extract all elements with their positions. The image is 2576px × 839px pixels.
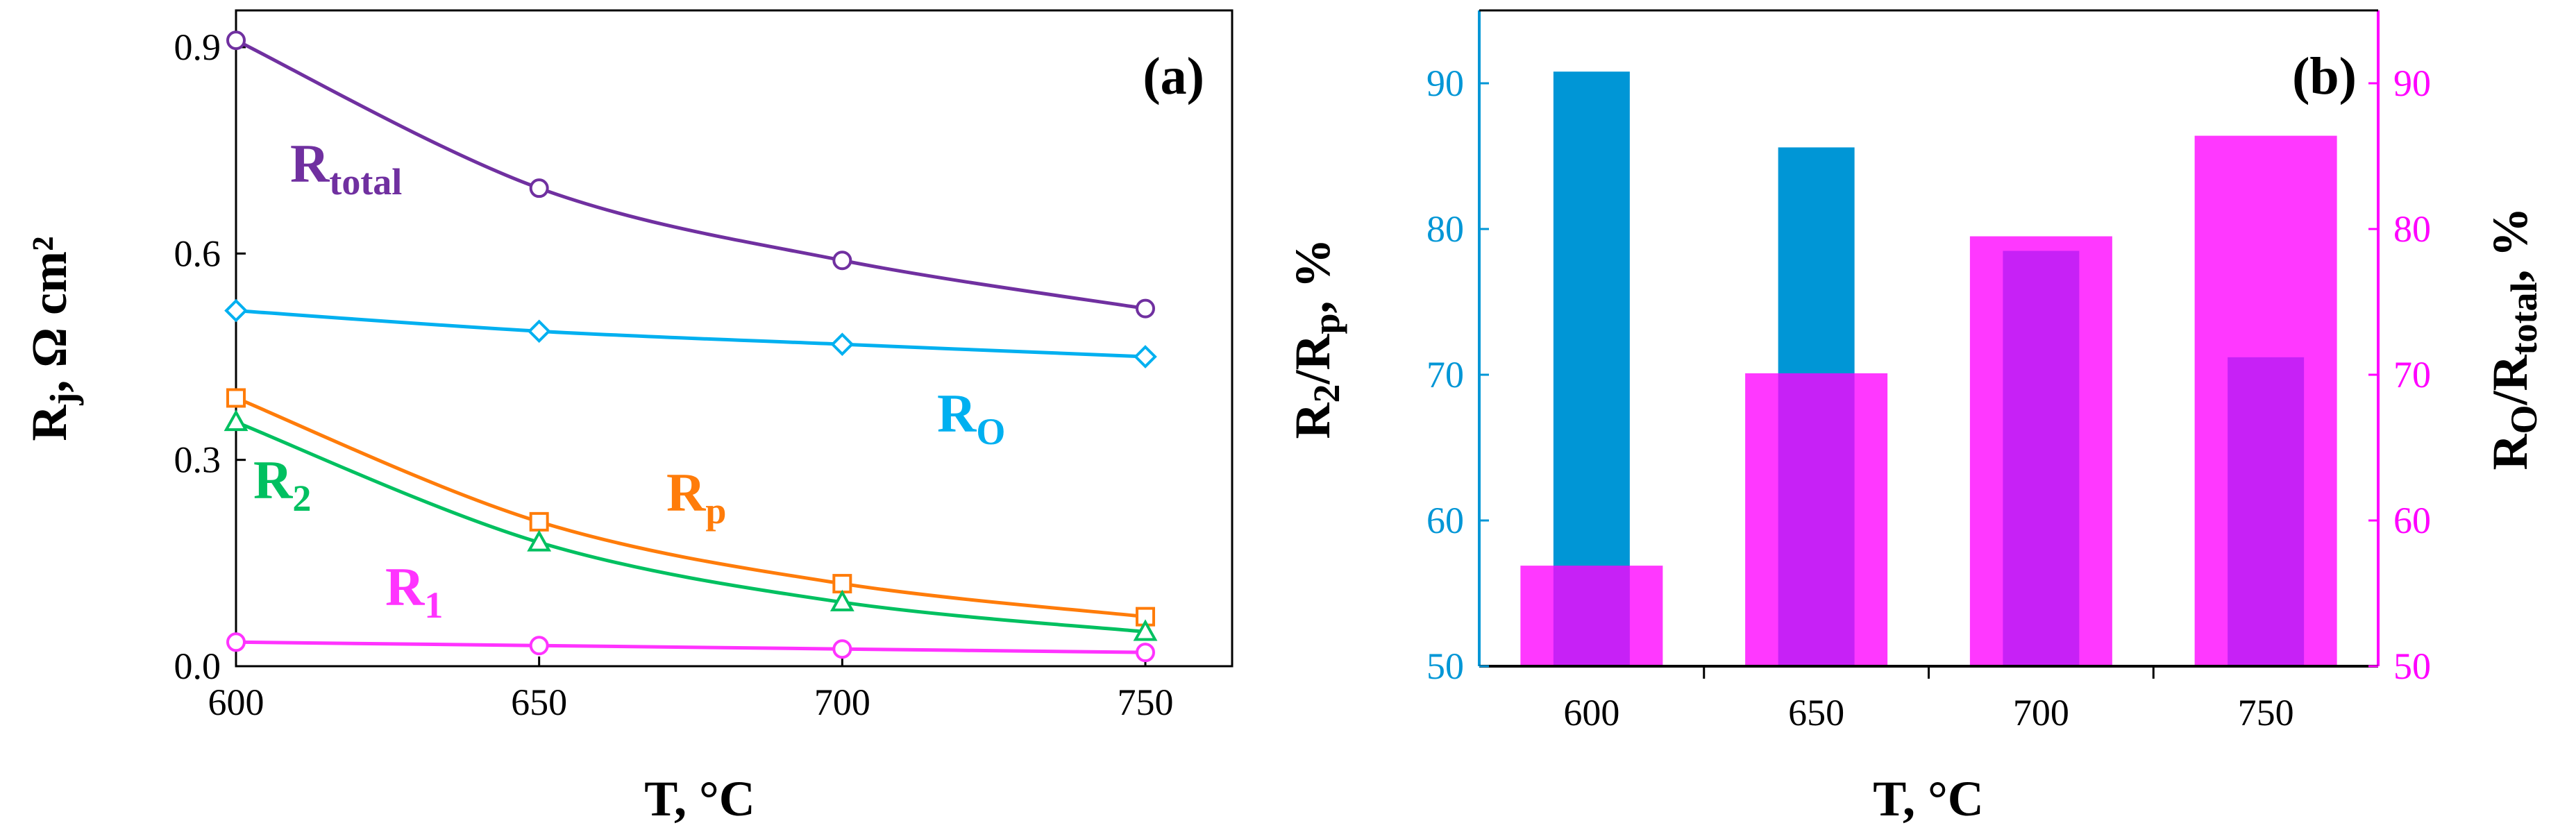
label-rp-sub: p (705, 490, 726, 532)
marker-r1 (226, 632, 246, 652)
line-rp (235, 396, 1146, 619)
marker-rp (832, 574, 852, 594)
x-tick-label: 600 (208, 681, 264, 723)
y-tick-label: 60 (1426, 500, 1464, 541)
marker-ro (1134, 345, 1157, 368)
panel-a: 0.0 0.3 0.6 0.9 600 650 700 750 (a) T, °C Rj, … (22, 9, 1234, 827)
panel-a-x-ticks: 600 650 700 750 (208, 656, 1174, 723)
panel-b-y-ticks: 50 60 70 80 90 (1426, 62, 1489, 687)
y-tick-label: 0.0 (174, 645, 221, 687)
marker-r2 (830, 589, 855, 611)
panel-a-y-title-rest: , Ω cm² (22, 236, 77, 392)
y-tick-label: 90 (1426, 62, 1464, 104)
y-tick-label: 0.9 (174, 26, 221, 68)
bar-ro-rtotal-750 (2194, 135, 2337, 667)
label-ro-sub: O (976, 411, 1005, 452)
panel-b-y-axis-title: R2/Rp, % (1285, 238, 1347, 439)
y-tick-label: 0.3 (174, 439, 221, 481)
panel-b-y2-title-a: R (2482, 433, 2538, 470)
panel-b-y2-title-a-sub: O (2503, 405, 2545, 434)
line-r2 (235, 420, 1146, 634)
y2-tick-label: 70 (2393, 354, 2431, 396)
marker-rp (529, 511, 549, 532)
label-r2-main: R (253, 450, 294, 510)
marker-r1 (1136, 643, 1155, 663)
label-r1: R1 (385, 557, 443, 626)
panel-a-y-title-sub: j (42, 393, 84, 406)
marker-r2 (527, 529, 552, 552)
panel-b-y-title-a: R (1285, 402, 1340, 439)
label-rtotal: Rtotal (290, 133, 402, 203)
panel-a-y-title-main: R (22, 405, 77, 441)
panel-b: 50 60 70 80 90 50 60 70 80 90 600 650 700 750 (b) T… (1285, 9, 2545, 827)
panel-a-x-axis-title: T, °C (644, 771, 755, 827)
marker-r2 (1133, 619, 1158, 641)
line-rtotal (235, 38, 1146, 311)
panel-a-series (224, 31, 1158, 663)
marker-rtotal (832, 251, 852, 271)
panel-a-label: (a) (1143, 47, 1204, 105)
panel-b-y2-title-b: /R (2482, 354, 2538, 405)
panel-b-x-axis-title: T, °C (1873, 771, 1983, 827)
x-tick-label: 700 (2013, 692, 2069, 734)
panel-b-y2-axis-title: RO/Rtotal, % (2482, 207, 2545, 471)
y-tick-label: 0.6 (174, 232, 221, 274)
panel-b-y-title-b-sub: p (1306, 313, 1347, 334)
panel-b-y-title-a-sub: 2 (1306, 384, 1347, 403)
label-r1-main: R (385, 557, 426, 617)
marker-rtotal (1136, 298, 1155, 319)
y2-tick-label: 90 (2393, 62, 2431, 104)
x-tick-label: 750 (1118, 681, 1174, 723)
y2-tick-label: 80 (2393, 208, 2431, 250)
label-rtotal-sub: total (329, 161, 402, 203)
panel-b-label: (b) (2292, 47, 2357, 105)
bar-ro-rtotal-650 (1745, 373, 1888, 666)
bar-ro-rtotal-700 (1969, 236, 2112, 666)
panel-b-y2-ticks: 50 60 70 80 90 (2368, 62, 2431, 687)
marker-rtotal (226, 31, 246, 51)
x-tick-label: 650 (511, 681, 567, 723)
panel-b-y2-title-b-sub: total (2503, 282, 2545, 355)
y-tick-label: 70 (1426, 354, 1464, 396)
marker-rtotal (529, 178, 549, 198)
y-tick-label: 50 (1426, 645, 1464, 687)
x-tick-label: 650 (1788, 692, 1844, 734)
line-ro (235, 309, 1146, 359)
label-r2: R2 (253, 450, 311, 519)
label-r2-sub: 2 (292, 477, 311, 519)
x-tick-label: 600 (1563, 692, 1619, 734)
panel-b-y2-title-rest: , % (2482, 207, 2538, 282)
line-r1 (235, 640, 1146, 654)
panel-a-y-axis-title: Rj, Ω cm² (22, 236, 84, 441)
marker-r1 (832, 639, 852, 659)
label-rp: Rp (666, 462, 726, 532)
marker-rp (226, 388, 246, 408)
panel-b-y-title-b: /R (1285, 334, 1340, 385)
label-rp-main: R (666, 462, 707, 523)
panel-b-y-title-rest: , % (1285, 238, 1340, 313)
x-tick-label: 700 (814, 681, 870, 723)
marker-r2 (224, 409, 249, 432)
y2-tick-label: 50 (2393, 645, 2431, 687)
label-rtotal-main: R (290, 133, 330, 194)
label-ro: RO (937, 383, 1005, 452)
label-ro-main: R (937, 383, 977, 443)
x-tick-label: 750 (2238, 692, 2294, 734)
marker-ro (527, 319, 551, 344)
marker-r1 (529, 636, 549, 656)
label-r1-sub: 1 (424, 584, 443, 626)
bar-ro-rtotal-600 (1520, 566, 1663, 666)
y2-tick-label: 60 (2393, 500, 2431, 541)
panel-b-x-ticks: 600 650 700 750 (1563, 666, 2294, 734)
y-tick-label: 80 (1426, 208, 1464, 250)
marker-ro (830, 332, 855, 356)
panel-a-y-ticks: 0.0 0.3 0.6 0.9 (174, 26, 246, 687)
panel-b-bars (1520, 71, 2337, 667)
marker-ro (224, 298, 248, 323)
